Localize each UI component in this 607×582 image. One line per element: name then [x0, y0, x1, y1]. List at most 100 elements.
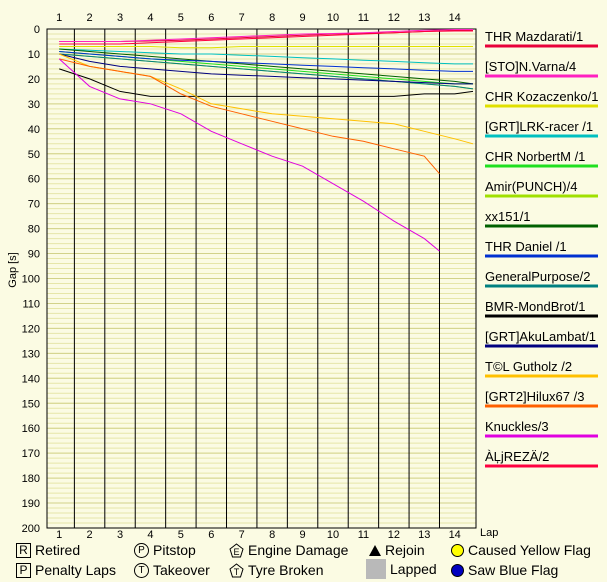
y-tick-label: 190 — [22, 498, 40, 510]
series-line — [59, 51, 473, 72]
race-gap-chart: 0102030405060708090100110120130140150160… — [7, 12, 598, 538]
x-tick-label: 2 — [87, 529, 93, 538]
y-tick-label: 90 — [28, 249, 40, 261]
legend-penalty: P Penalty Laps — [16, 562, 116, 578]
y-tick-label: 160 — [22, 423, 40, 435]
x-tick-label-top: 4 — [147, 12, 153, 24]
legend-tyre-label: Tyre Broken — [248, 562, 324, 578]
y-tick-label: 50 — [28, 149, 40, 161]
series-line — [59, 46, 473, 49]
legend-entry-label: CHR Kozaczenko/1 — [485, 89, 598, 104]
legend-entry-label: BMR-MondBrot/1 — [485, 299, 585, 314]
series-line — [59, 30, 473, 45]
x-tick-label: 5 — [178, 529, 184, 538]
yellow-flag-icon — [451, 543, 464, 557]
y-tick-label: 30 — [28, 99, 40, 111]
x-tick-label: 4 — [147, 529, 153, 538]
x-tick-label: 10 — [327, 529, 339, 538]
tyre-broken-icon: T — [229, 562, 244, 577]
y-tick-label: 60 — [28, 174, 40, 186]
x-tick-label: 11 — [358, 529, 369, 538]
x-tick-label-top: 5 — [178, 12, 184, 24]
x-tick-label: 3 — [117, 529, 123, 538]
y-tick-label: 110 — [22, 298, 40, 310]
y-tick-label: 140 — [22, 373, 40, 385]
x-tick-label-top: 14 — [449, 12, 461, 24]
x-tick-label: 14 — [449, 529, 461, 538]
lapped-icon — [366, 559, 386, 579]
series-line — [59, 53, 474, 90]
legend-blue-label: Saw Blue Flag — [468, 562, 559, 578]
x-tick-label: 12 — [388, 529, 400, 538]
x-tick-label-top: 7 — [239, 12, 245, 24]
legend-entry-label: [GRT]AkuLambat/1 — [485, 329, 596, 344]
x-tick-label-top: 1 — [56, 12, 62, 24]
legend-entry-label: [STO]N.Varna/4 — [485, 59, 576, 74]
x-axis-label: Lap — [480, 527, 498, 538]
x-tick-label: 8 — [269, 529, 275, 538]
legend-blue: Saw Blue Flag — [451, 562, 558, 578]
legend-engine: E Engine Damage — [229, 542, 348, 558]
axes: 0102030405060708090100110120130140150160… — [22, 12, 477, 538]
y-tick-label: 130 — [22, 348, 40, 360]
takeover-icon: T — [134, 562, 149, 578]
penalty-icon: P — [16, 562, 31, 578]
legend-entry-label: ÀĻjREZÄ/2 — [485, 449, 549, 464]
legend-rejoin-label: Rejoin — [385, 542, 425, 558]
legend-lapped-label: Lapped — [390, 561, 437, 577]
legend-takeover: T Takeover — [134, 562, 210, 578]
x-tick-label-top: 11 — [358, 12, 369, 24]
legend-pitstop: P Pitstop — [134, 542, 196, 558]
series-line — [59, 29, 473, 42]
legend-yellow: Caused Yellow Flag — [451, 542, 591, 558]
legend-rejoin: Rejoin — [369, 542, 425, 558]
engine-damage-icon: E — [229, 542, 244, 557]
y-tick-label: 120 — [22, 323, 40, 335]
svg-text:E: E — [233, 547, 239, 557]
y-tick-label: 10 — [28, 49, 40, 61]
series-legend: THR Mazdarati/1 [STO]N.Varna/4 CHR Kozacze… — [485, 29, 598, 468]
x-tick-label: 7 — [239, 529, 245, 538]
y-tick-label: 70 — [28, 199, 40, 211]
y-tick-label: 20 — [28, 74, 40, 86]
x-tick-label: 1 — [56, 529, 62, 538]
y-tick-label: 180 — [22, 473, 40, 485]
legend-entry-label: [GRT2]Hilux67 /3 — [485, 389, 584, 404]
legend-entry-label: T©L Gutholz /2 — [485, 359, 572, 374]
x-tick-label-top: 9 — [300, 12, 306, 24]
svg-text:T: T — [234, 567, 240, 577]
series-line — [59, 53, 473, 85]
plot-frame — [46, 28, 477, 529]
x-tick-label: 6 — [208, 529, 214, 538]
legend-entry-label: [GRT]LRK-racer /1 — [485, 119, 593, 134]
y-tick-label: 150 — [22, 398, 40, 410]
event-legend: R Retired P Penalty Laps P Pitstop T Tak… — [0, 538, 607, 582]
x-tick-label: 13 — [418, 529, 430, 538]
x-tick-label-top: 13 — [418, 12, 430, 24]
series-line — [59, 48, 473, 65]
legend-takeover-label: Takeover — [153, 562, 210, 578]
legend-lapped: Lapped — [366, 559, 437, 579]
x-tick-label-top: 10 — [327, 12, 339, 24]
x-tick-label-top: 12 — [388, 12, 400, 24]
grid — [47, 28, 476, 529]
series-line — [59, 68, 474, 97]
legend-entry-label: Knuckles/3 — [485, 419, 549, 434]
legend-penalty-label: Penalty Laps — [35, 562, 116, 578]
y-tick-label: 170 — [22, 448, 40, 460]
legend-retired-label: Retired — [35, 542, 81, 558]
rejoin-icon — [369, 544, 381, 556]
x-tick-label-top: 6 — [208, 12, 214, 24]
y-tick-label: 80 — [28, 224, 40, 236]
x-tick-label-top: 8 — [269, 12, 275, 24]
blue-flag-icon — [451, 563, 464, 577]
series-line — [59, 58, 440, 175]
y-tick-label: 0 — [34, 24, 40, 36]
legend-pitstop-label: Pitstop — [153, 542, 196, 558]
x-tick-label: 9 — [300, 529, 306, 538]
series-line — [59, 48, 474, 85]
legend-entry-label: CHR NorbertM /1 — [485, 149, 585, 164]
x-tick-label-top: 3 — [117, 12, 123, 24]
y-axis-label: Gap [s] — [7, 252, 19, 287]
legend-entry-label: THR Mazdarati/1 — [485, 29, 583, 44]
